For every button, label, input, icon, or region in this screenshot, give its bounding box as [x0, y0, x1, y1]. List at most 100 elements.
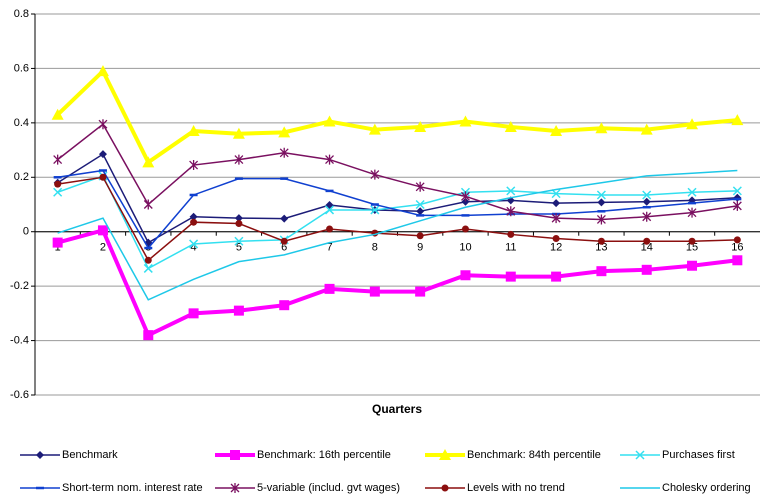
data-point	[99, 173, 107, 181]
data-point	[459, 115, 472, 127]
data-point	[461, 197, 470, 206]
data-point	[506, 206, 516, 217]
y-tick-label: 0.2	[14, 171, 29, 183]
legend-marker	[230, 450, 240, 460]
legend-label: Benchmark: 84th percentile	[467, 449, 601, 461]
y-tick-label: 0.6	[14, 62, 29, 74]
x-tick-label: 7	[326, 242, 332, 254]
series-line	[57, 153, 738, 244]
data-point	[687, 207, 697, 218]
data-point	[235, 220, 243, 228]
legend-label: 5-variable (includ. gvt wages)	[257, 482, 400, 494]
data-point	[189, 212, 198, 221]
data-point	[370, 169, 380, 180]
y-tick-label: 0	[23, 226, 29, 238]
legend-label: Purchases first	[662, 449, 735, 461]
x-tick-label: 8	[372, 242, 378, 254]
legend-marker	[439, 449, 451, 460]
data-point	[234, 154, 244, 165]
data-point	[279, 300, 290, 311]
data-point	[326, 225, 334, 233]
data-point	[368, 123, 381, 135]
y-tick-label: -0.2	[10, 280, 29, 292]
legend-marker	[441, 484, 449, 492]
data-point	[189, 160, 199, 171]
series-line	[57, 169, 738, 301]
data-point	[190, 218, 198, 226]
data-point	[552, 235, 560, 243]
data-point	[98, 150, 107, 159]
data-point	[732, 255, 743, 266]
legend-marker	[635, 450, 645, 460]
data-point	[143, 330, 154, 341]
y-tick-label: -0.6	[10, 389, 29, 401]
data-point	[143, 263, 153, 273]
y-tick-label: 0.8	[14, 8, 29, 20]
data-point	[596, 190, 606, 200]
y-tick-label: 0.4	[14, 117, 29, 129]
data-point	[415, 286, 426, 297]
data-point	[51, 108, 64, 120]
data-point	[733, 193, 742, 202]
x-tick-label: 1	[55, 242, 61, 254]
data-point	[52, 237, 63, 248]
data-point	[732, 200, 742, 211]
data-point	[415, 181, 425, 192]
data-point	[552, 199, 561, 208]
legend-marker	[230, 483, 240, 493]
data-point	[595, 122, 608, 134]
data-point	[98, 119, 108, 130]
data-point	[324, 283, 335, 294]
data-point	[550, 125, 563, 137]
data-point	[143, 199, 153, 210]
data-point	[142, 156, 155, 168]
legend-label: Short-term nom. interest rate	[62, 482, 203, 494]
data-point	[234, 214, 243, 223]
data-point	[687, 187, 697, 197]
data-point	[416, 232, 424, 240]
data-point	[461, 191, 470, 202]
data-point	[369, 286, 380, 297]
data-point	[686, 118, 699, 130]
legend-marker	[36, 451, 44, 459]
x-tick-label: 5	[236, 242, 242, 254]
data-point	[597, 237, 605, 245]
x-tick-label: 15	[686, 242, 698, 254]
data-point	[642, 190, 652, 200]
data-point	[551, 189, 561, 199]
data-point	[551, 213, 561, 224]
legend-label: Cholesky ordering	[662, 482, 751, 494]
series-line	[57, 123, 738, 221]
legend-label: Levels with no trend	[467, 482, 565, 494]
data-point	[416, 207, 425, 216]
data-point	[640, 123, 653, 135]
data-point	[732, 186, 742, 196]
x-tick-label: 13	[595, 242, 607, 254]
data-point	[461, 225, 469, 233]
data-point	[234, 236, 244, 246]
data-point	[279, 147, 289, 158]
data-point	[507, 230, 515, 238]
data-point	[642, 211, 652, 222]
data-point	[414, 120, 427, 132]
data-point	[551, 271, 562, 282]
legend-label: Benchmark: 16th percentile	[257, 449, 391, 461]
data-point	[189, 239, 199, 249]
data-point	[232, 127, 245, 139]
data-point	[688, 237, 696, 245]
data-point	[643, 237, 651, 245]
x-tick-label: 10	[459, 242, 471, 254]
x-tick-label: 2	[100, 242, 106, 254]
data-point	[53, 154, 63, 165]
series-line	[57, 169, 738, 250]
y-tick-label: -0.4	[10, 334, 29, 346]
data-point	[187, 125, 200, 137]
series-line	[57, 174, 738, 270]
series-line	[57, 227, 738, 338]
data-point	[731, 114, 744, 126]
data-point	[733, 236, 741, 244]
x-tick-label: 16	[731, 242, 743, 254]
data-point	[53, 187, 63, 197]
data-point	[278, 126, 291, 138]
